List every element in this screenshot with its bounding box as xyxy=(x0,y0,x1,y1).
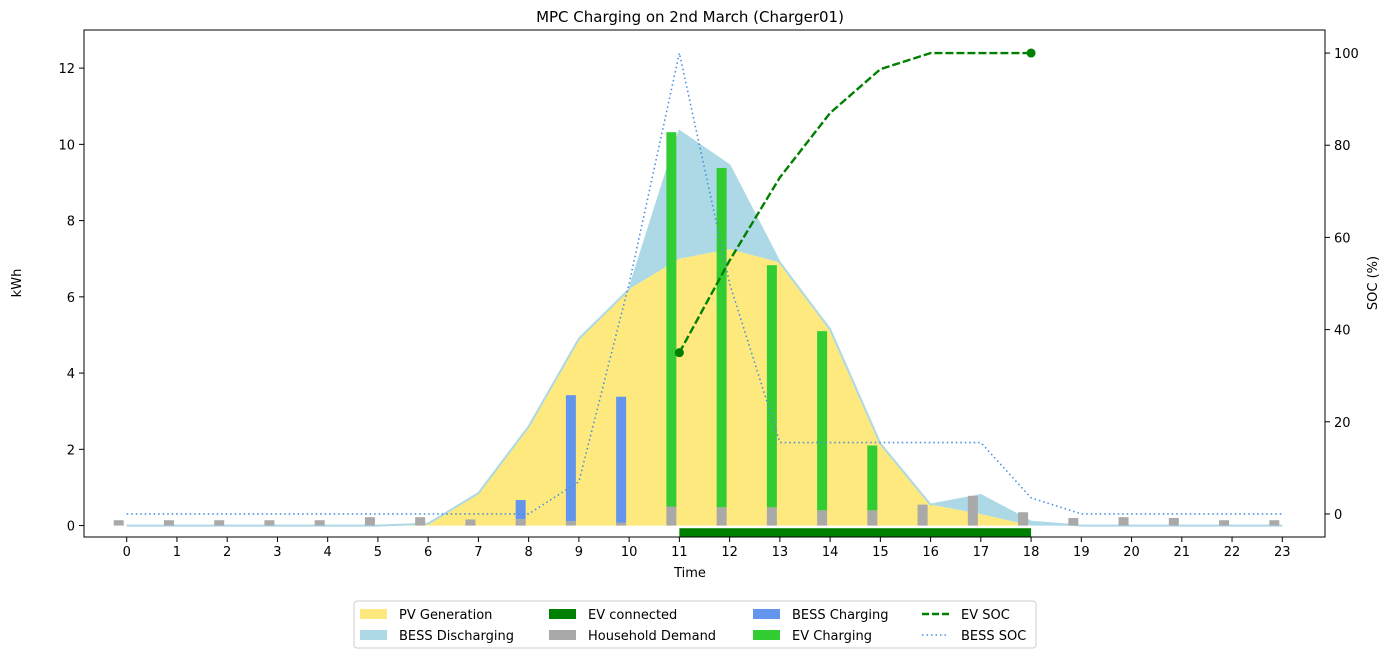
household-demand-bar xyxy=(716,507,727,526)
y2-axis-label: SOC (%) xyxy=(1366,256,1381,310)
chart-title: MPC Charging on 2nd March (Charger01) xyxy=(536,8,844,26)
x-tick-label: 5 xyxy=(374,545,382,560)
household-demand-bar xyxy=(113,520,124,526)
y-tick-label: 12 xyxy=(58,62,75,77)
household-demand-bar xyxy=(817,510,828,526)
x-tick-label: 23 xyxy=(1274,545,1291,560)
x-tick-label: 9 xyxy=(575,545,583,560)
x-tick-label: 17 xyxy=(973,545,990,560)
bess-charging-bar xyxy=(515,500,526,520)
household-demand-bar xyxy=(917,504,928,526)
y2-tick-label: 100 xyxy=(1334,47,1359,62)
x-tick-label: 0 xyxy=(123,545,131,560)
legend-label: EV SOC xyxy=(961,608,1010,623)
y-tick-label: 0 xyxy=(67,520,75,535)
legend-swatch xyxy=(753,609,780,619)
x-tick-label: 16 xyxy=(922,545,939,560)
x-tick-label: 19 xyxy=(1073,545,1090,560)
legend-label: BESS SOC xyxy=(961,629,1026,644)
y2-tick-label: 40 xyxy=(1334,324,1351,339)
legend-label: EV Charging xyxy=(792,629,872,644)
household-demand-bar xyxy=(1118,517,1129,526)
household-demand-bar xyxy=(967,495,978,526)
y-tick-label: 10 xyxy=(58,138,75,153)
x-tick-label: 11 xyxy=(671,545,688,560)
x-tick-label: 10 xyxy=(621,545,638,560)
household-demand-bar xyxy=(465,519,476,526)
legend-swatch xyxy=(549,609,576,619)
x-tick-label: 1 xyxy=(173,545,181,560)
ev-charging-bar xyxy=(716,167,727,508)
axes: 0 1 2 3 4 5 6 7 8 9 10 11 12 13 14 15 16 17 18 19 20 21 22 2302… xyxy=(58,47,1358,560)
y2-tick-label: 0 xyxy=(1334,508,1342,523)
household-demand-bar xyxy=(766,507,777,526)
household-demand-bar xyxy=(1018,512,1029,526)
x-tick-label: 6 xyxy=(424,545,432,560)
ev-soc-marker xyxy=(674,348,684,358)
household-demand-bar xyxy=(415,517,426,526)
household-demand-bar xyxy=(264,520,275,526)
x-tick-label: 21 xyxy=(1174,545,1191,560)
x-tick-label: 3 xyxy=(273,545,281,560)
legend-box xyxy=(353,600,1037,649)
y-axis-label: kWh xyxy=(10,269,25,298)
y-tick-label: 6 xyxy=(67,291,75,306)
x-tick-label: 13 xyxy=(772,545,789,560)
household-demand-bar xyxy=(1168,517,1179,526)
bess-charging-bar xyxy=(616,396,627,523)
legend-label: BESS Charging xyxy=(792,608,889,623)
y2-tick-label: 80 xyxy=(1334,139,1351,154)
ev-connected-bar xyxy=(679,528,1032,537)
x-tick-label: 8 xyxy=(525,545,533,560)
x-tick-label: 4 xyxy=(324,545,332,560)
legend-swatch xyxy=(753,630,780,640)
household-demand-bar xyxy=(515,519,526,526)
household-demand-bar xyxy=(214,520,225,526)
legend-label: BESS Discharging xyxy=(399,629,514,644)
x-tick-label: 12 xyxy=(721,545,738,560)
ev-charging-bar xyxy=(666,132,677,507)
household-demand-bar xyxy=(565,520,576,526)
y-tick-label: 8 xyxy=(67,215,75,230)
ev-charging-bar xyxy=(867,445,878,511)
legend-swatch xyxy=(360,609,387,619)
household-demand-bar xyxy=(1219,520,1230,526)
x-tick-label: 7 xyxy=(474,545,482,560)
ev-charging-bar xyxy=(817,331,828,511)
plot-area xyxy=(113,48,1283,537)
x-tick-label: 2 xyxy=(223,545,231,560)
plot-frame xyxy=(83,29,1326,538)
x-tick-label: 22 xyxy=(1224,545,1241,560)
bess-discharging-area xyxy=(126,131,1283,526)
pv-generation-area xyxy=(126,249,1283,526)
household-demand-bar xyxy=(364,517,375,526)
x-tick-label: 18 xyxy=(1023,545,1040,560)
legend-swatch xyxy=(360,630,387,640)
x-axis-label: Time xyxy=(673,566,706,581)
household-demand-bar xyxy=(1068,517,1079,526)
bess-charging-bar xyxy=(565,395,576,521)
y-tick-label: 2 xyxy=(67,443,75,458)
household-demand-bar xyxy=(1269,520,1280,526)
household-demand-bar xyxy=(867,510,878,526)
ev-charging-bar xyxy=(766,265,777,508)
ev-soc-line xyxy=(678,51,1032,354)
y-tick-label: 4 xyxy=(67,367,75,382)
household-demand-bar xyxy=(616,522,627,526)
legend-swatch xyxy=(549,630,576,640)
x-tick-label: 15 xyxy=(872,545,889,560)
x-tick-label: 14 xyxy=(822,545,839,560)
household-demand-bar xyxy=(314,520,325,526)
household-demand-bar xyxy=(666,506,677,526)
legend: PV Generation BESS Discharging EV connecte… xyxy=(353,600,1037,649)
household-demand-bar xyxy=(163,520,174,526)
legend-label: Household Demand xyxy=(588,629,716,644)
ev-soc-marker xyxy=(1026,48,1036,58)
y2-tick-label: 60 xyxy=(1334,231,1351,246)
y2-tick-label: 20 xyxy=(1334,416,1351,431)
legend-label: EV connected xyxy=(588,608,677,623)
x-tick-label: 20 xyxy=(1123,545,1140,560)
legend-label: PV Generation xyxy=(399,608,492,623)
